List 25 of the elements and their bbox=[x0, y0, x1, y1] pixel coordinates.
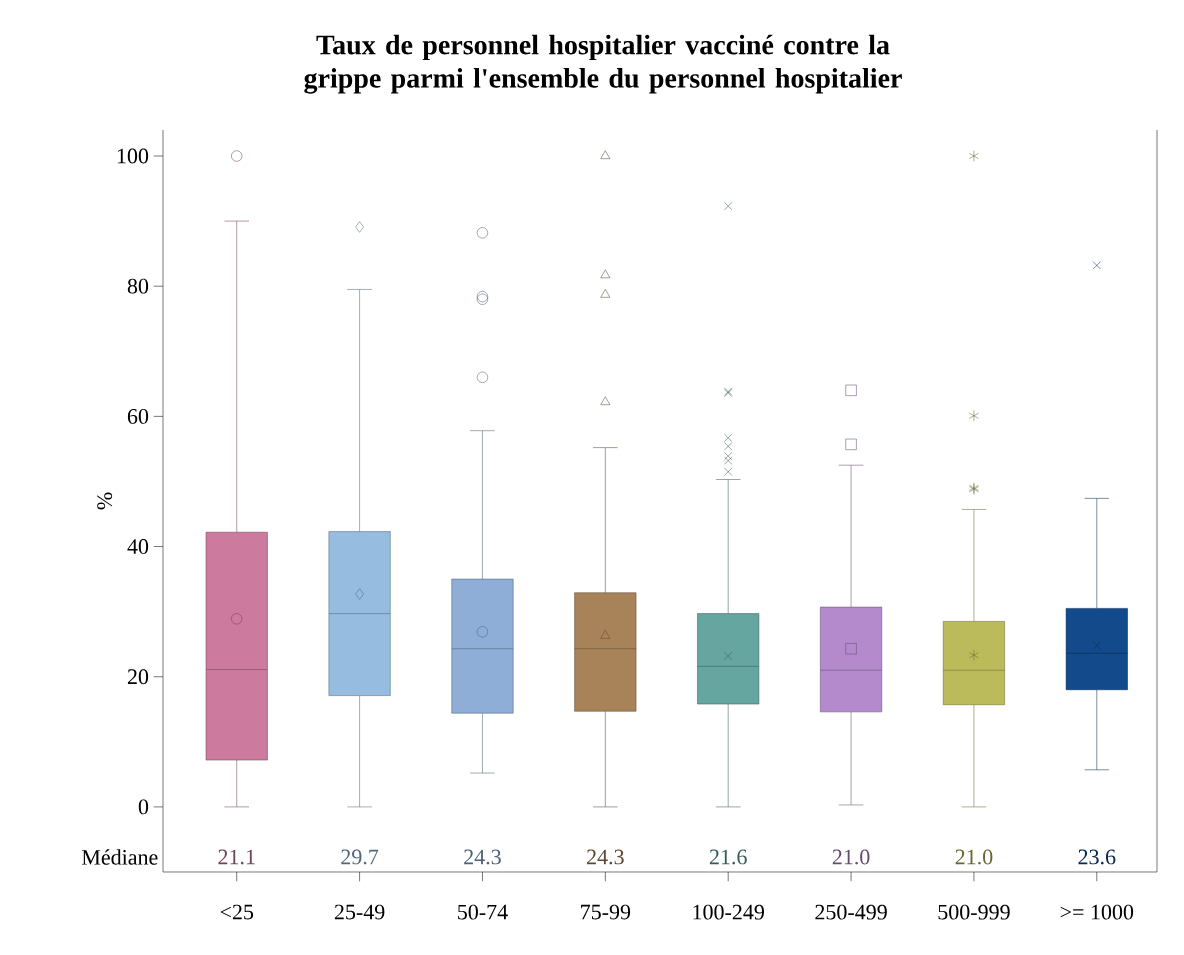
text: 21.0 bbox=[832, 849, 870, 865]
y-tick-label: 20 bbox=[127, 669, 149, 685]
y-tick-label: 40 bbox=[127, 539, 149, 554]
x-tick-label: 250-499 bbox=[815, 904, 887, 920]
y-tick-label: 100 bbox=[117, 148, 149, 164]
text: 29.7 bbox=[341, 849, 379, 865]
text: 23.6 bbox=[1078, 849, 1116, 865]
x-tick-label: 100-249 bbox=[693, 904, 764, 920]
y-tick-label: 60 bbox=[127, 408, 149, 424]
text: 21.0 bbox=[955, 849, 993, 865]
text: Médiane bbox=[81, 849, 158, 865]
y-tick-label: 80 bbox=[127, 278, 149, 294]
x-tick-label: 500-999 bbox=[938, 904, 1010, 920]
x-tick-label: >= 1000 bbox=[1060, 904, 1134, 920]
text: 24.3 bbox=[464, 849, 501, 865]
y-tick-label: 0 bbox=[138, 799, 149, 815]
text: 24.3 bbox=[587, 849, 624, 865]
chart-title: Taux de personnel hospitalier vacciné contre la grippe parmi l'ensemble du personnel hospitalier bbox=[304, 34, 902, 94]
text: 21.6 bbox=[709, 849, 747, 865]
x-tick-label: 75-99 bbox=[581, 904, 631, 920]
x-tick-label: 50-74 bbox=[458, 904, 508, 920]
x-tick-label: <25 bbox=[220, 904, 254, 920]
x-tick-label: 25-49 bbox=[334, 904, 385, 920]
text: 21.1 bbox=[218, 849, 255, 865]
y-axis-title: % bbox=[97, 492, 113, 510]
